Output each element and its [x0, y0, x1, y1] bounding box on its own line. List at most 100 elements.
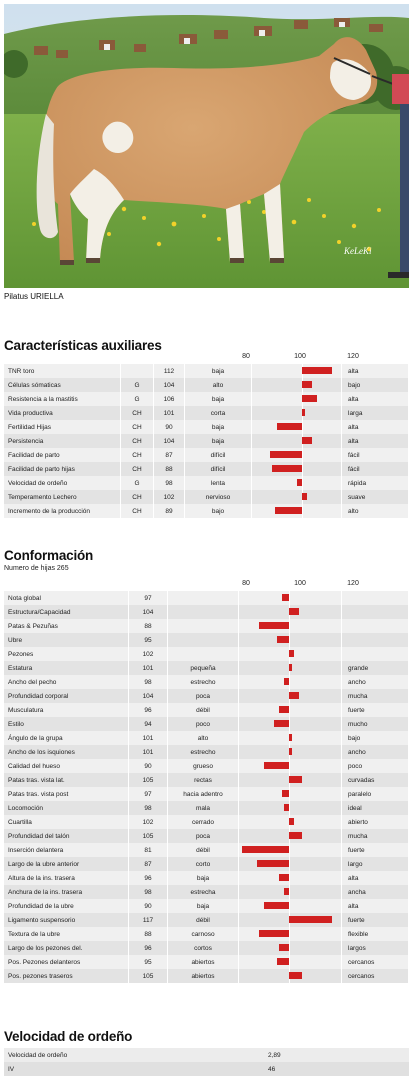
table-row: Musculatura 96 débil fuerte [4, 703, 409, 717]
trait-name: Células sómaticas [4, 378, 121, 392]
trait-bar-cell [251, 434, 342, 448]
bar-axis [289, 801, 290, 815]
value-bar [289, 832, 302, 839]
value-bar [264, 762, 289, 769]
trait-name: Profundidad del talón [4, 829, 129, 843]
trait-low-label: cortos [167, 941, 239, 955]
milk-table: Velocidad de ordeño 2,89 IV 46 [4, 1048, 409, 1076]
value-bar [302, 409, 305, 416]
trait-high-label [341, 605, 409, 619]
trait-low-label: débil [167, 703, 239, 717]
trait-high-label: flexible [341, 927, 409, 941]
trait-bar-cell [251, 364, 342, 378]
trait-high-label: mucho [341, 717, 409, 731]
trait-low-label: débil [167, 913, 239, 927]
table-row: Calidad del hueso 90 grueso poco [4, 759, 409, 773]
trait-value: 102 [128, 815, 168, 829]
trait-value: 90 [153, 420, 185, 434]
table-row: Fertilidad Hijas CH 90 baja alta [4, 420, 409, 434]
photo-watermark: KeLeKi [343, 246, 372, 256]
trait-name: Fertilidad Hijas [4, 420, 121, 434]
trait-low-label: abiertos [167, 955, 239, 969]
value-bar [259, 622, 289, 629]
trait-bar-cell [238, 689, 342, 703]
trait-low-label: alto [167, 731, 239, 745]
bar-axis [289, 717, 290, 731]
trait-high-label: fácil [341, 462, 409, 476]
trait-value: 96 [128, 871, 168, 885]
trait-value: 96 [128, 941, 168, 955]
trait-base: CH [120, 406, 154, 420]
trait-low-label [167, 647, 239, 661]
milk-name: Velocidad de ordeño [8, 1051, 68, 1059]
table-row: Incremento de la producción CH 89 bajo alto [4, 504, 409, 518]
aux-scale-80: 80 [242, 353, 250, 360]
trait-low-label: carnoso [167, 927, 239, 941]
trait-bar-cell [238, 801, 342, 815]
trait-bar-cell [238, 703, 342, 717]
trait-name: Patas tras. vista lat. [4, 773, 129, 787]
trait-low-label: rectas [167, 773, 239, 787]
value-bar [289, 692, 299, 699]
trait-name: Patas & Pezuñas [4, 619, 129, 633]
table-row: Ángulo de la grupa 101 alto bajo [4, 731, 409, 745]
trait-name: Facilidad de parto [4, 448, 121, 462]
trait-low-label [167, 605, 239, 619]
trait-value: 96 [128, 703, 168, 717]
table-row: Pezones 102 [4, 647, 409, 661]
trait-base: CH [120, 462, 154, 476]
value-bar [284, 888, 289, 895]
trait-name: Velocidad de ordeño [4, 476, 121, 490]
table-row: Velocidad de ordeño 2,89 [4, 1048, 409, 1062]
trait-high-label: alta [341, 899, 409, 913]
conf-scale-100: 100 [294, 580, 306, 587]
conf-subtitle: Numero de hijas 265 [4, 565, 69, 572]
trait-low-label: débil [167, 843, 239, 857]
value-bar [289, 748, 292, 755]
trait-base: CH [120, 504, 154, 518]
trait-name: Ancho de los isquiones [4, 745, 129, 759]
trait-low-label [167, 619, 239, 633]
table-row: Profundidad de la ubre 90 baja alta [4, 899, 409, 913]
trait-low-label: estrecho [167, 675, 239, 689]
table-row: Largo de los pezones del. 96 cortos largos [4, 941, 409, 955]
table-row: Patas tras. vista post 97 hacia adentro par… [4, 787, 409, 801]
trait-low-label: estrecha [167, 885, 239, 899]
trait-name: Patas tras. vista post [4, 787, 129, 801]
trait-bar-cell [238, 591, 342, 605]
trait-bar-cell [238, 969, 342, 983]
trait-high-label [341, 619, 409, 633]
table-row: Ancho de los isquiones 101 estrecho ancho [4, 745, 409, 759]
trait-high-label: bajo [341, 378, 409, 392]
trait-value: 106 [153, 392, 185, 406]
trait-bar-cell [238, 759, 342, 773]
conf-scale-80: 80 [242, 580, 250, 587]
bar-axis [289, 885, 290, 899]
trait-name: TNR toro [4, 364, 121, 378]
trait-high-label: alta [341, 871, 409, 885]
value-bar [274, 507, 302, 514]
trait-base: CH [120, 490, 154, 504]
table-row: Resistencia a la mastitis G 106 baja alta [4, 392, 409, 406]
photo-caption: Pilatus URIELLA [4, 292, 64, 301]
trait-value: 101 [128, 745, 168, 759]
trait-value: 90 [128, 899, 168, 913]
trait-name: Profundidad de la ubre [4, 899, 129, 913]
trait-high-label: curvadas [341, 773, 409, 787]
trait-high-label: fuerte [341, 843, 409, 857]
trait-name: Cuartilla [4, 815, 129, 829]
trait-name: Largo de los pezones del. [4, 941, 129, 955]
table-row: Cuartilla 102 cerrado abierto [4, 815, 409, 829]
conf-scale: 80 100 120 [4, 580, 409, 590]
trait-low-label: hacia adentro [167, 787, 239, 801]
value-bar [297, 479, 302, 486]
trait-bar-cell [238, 717, 342, 731]
trait-high-label: largos [341, 941, 409, 955]
table-row: IV 46 [4, 1062, 409, 1076]
trait-low-label: estrecho [167, 745, 239, 759]
bar-axis [289, 899, 290, 913]
trait-bar-cell [238, 871, 342, 885]
trait-name: Inserción delantera [4, 843, 129, 857]
trait-name: Altura de la ins. trasera [4, 871, 129, 885]
trait-high-label: paralelo [341, 787, 409, 801]
